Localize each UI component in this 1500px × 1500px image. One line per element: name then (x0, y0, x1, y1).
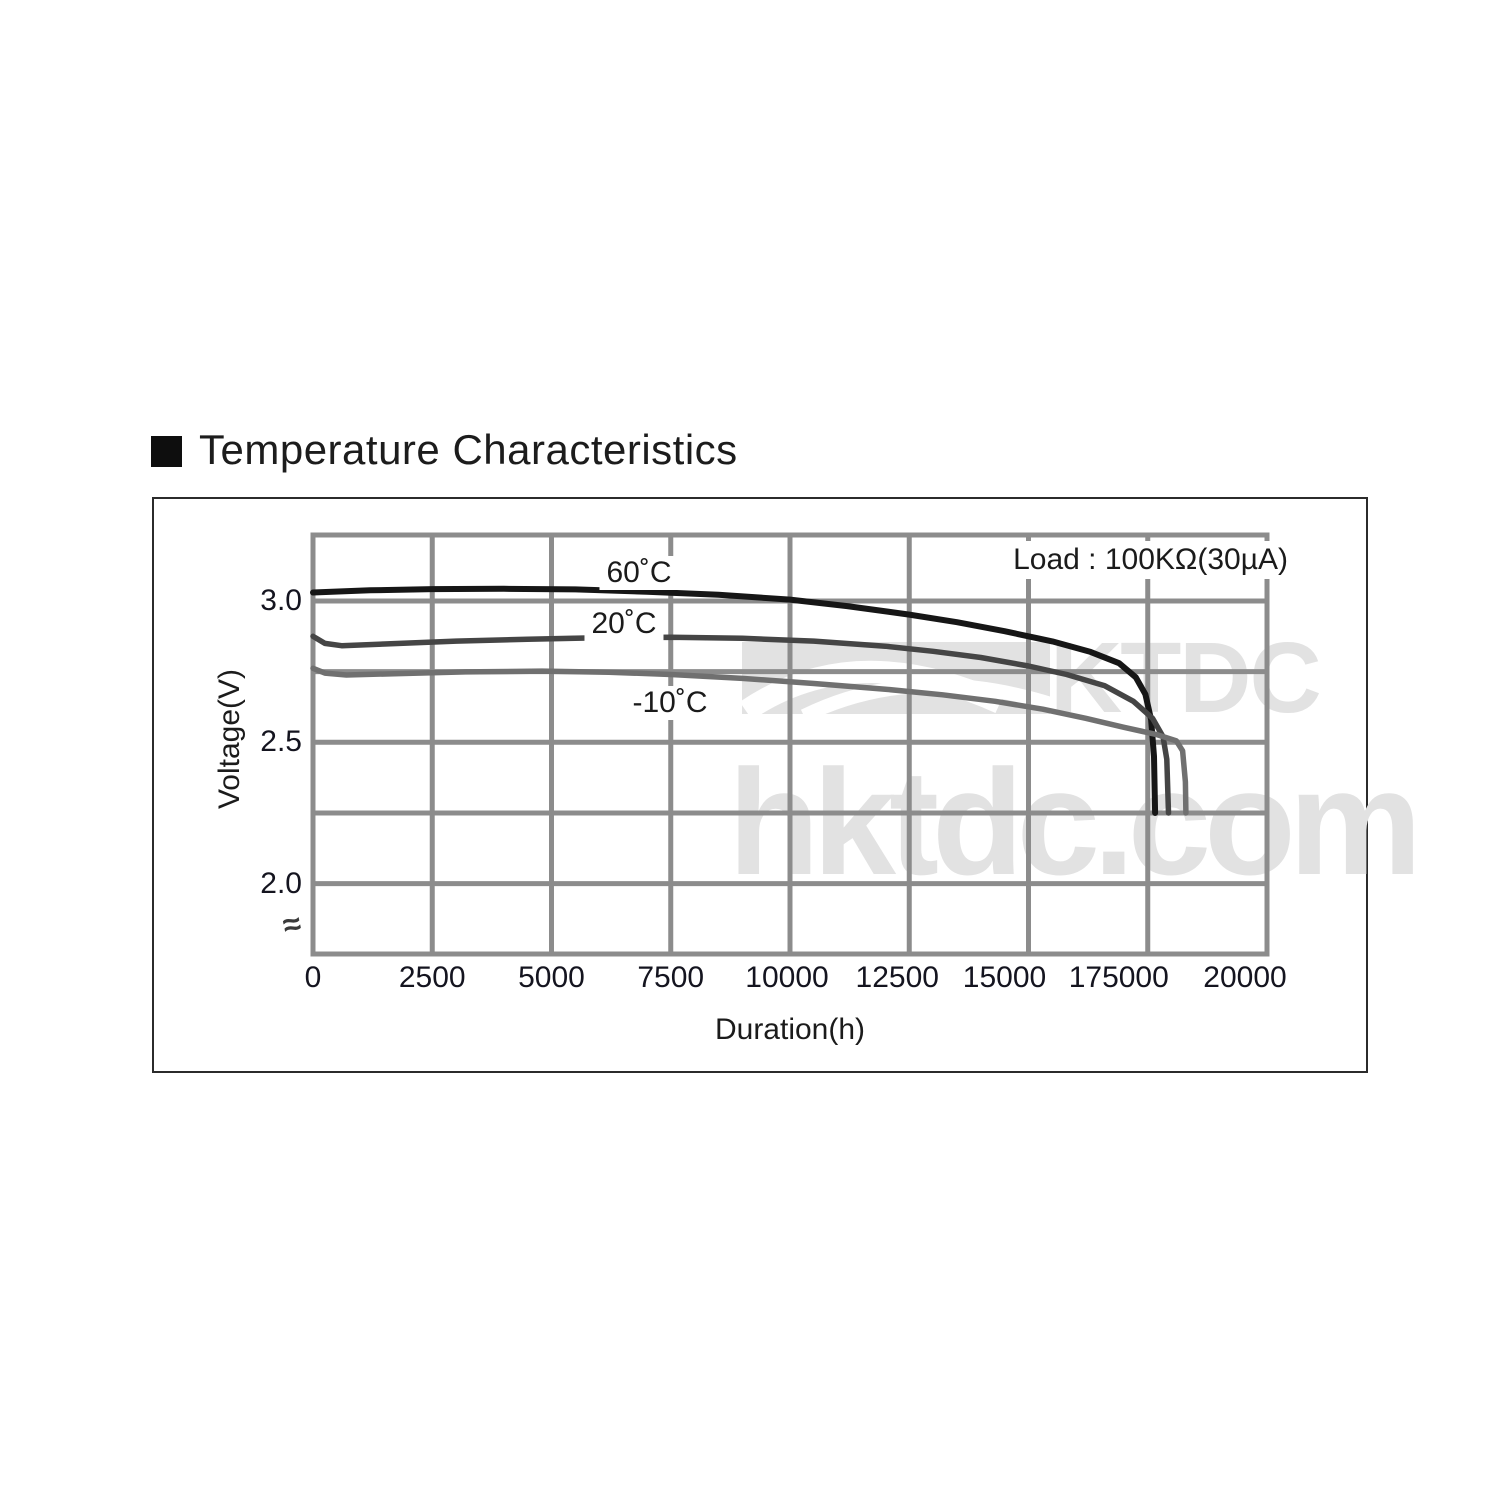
x-tick-label: 0 (304, 961, 322, 994)
series-curve-60C (310, 585, 1159, 816)
series-curve--10C (310, 665, 1189, 816)
x-tick-label: 7500 (637, 961, 705, 994)
y-axis-title: Voltage(V) (213, 668, 246, 810)
load-annotation: Load : 100KΩ(30µA) (1003, 541, 1298, 579)
x-tick-label: 5000 (518, 961, 585, 994)
y-tick-label: 2.5 (260, 725, 302, 759)
section-title: Temperature Characteristics (151, 426, 738, 474)
watermark-url-text: hktdc.com (728, 738, 1415, 906)
y-tick-label: 2.0 (260, 866, 302, 900)
watermark-logo-text: KTDC (1050, 622, 1320, 734)
curve-label--10C: -10˚C (625, 686, 715, 720)
watermark-swoosh-icon (800, 678, 1057, 723)
x-tick-label: 15000 (962, 961, 1047, 994)
x-tick-label: 2500 (398, 961, 466, 994)
curve-label-20C: 20˚C (584, 607, 664, 641)
curve-label-60C: 60˚C (599, 556, 679, 590)
x-tick-label: 12500 (855, 961, 939, 994)
x-axis-title: Duration(h) (714, 1013, 866, 1046)
x-tick-label: 10000 (745, 961, 829, 994)
section-title-text: Temperature Characteristics (199, 426, 738, 473)
plot-border (310, 532, 1270, 957)
x-tick-label: 175000 (1068, 961, 1169, 994)
grid (310, 532, 1270, 957)
series-curve-20C (310, 633, 1172, 816)
y-tick-label: 3.0 (260, 584, 302, 617)
chart-figure: KTDC hktdc.com Load : 100KΩ(30µA) 60˚C 20˚… (152, 497, 1422, 1073)
x-tick-label: 20000 (1203, 961, 1287, 994)
section-bullet-icon (151, 435, 182, 467)
